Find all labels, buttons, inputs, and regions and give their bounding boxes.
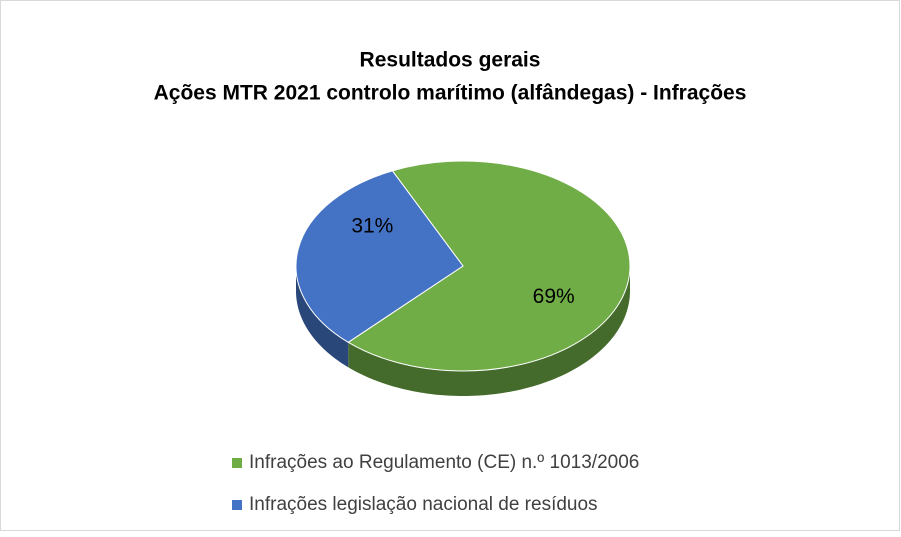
legend-swatch: [232, 458, 242, 468]
chart-title: Resultados gerais: [360, 49, 541, 72]
slice-side: [296, 266, 349, 368]
chart-subtitle: Ações MTR 2021 controlo marítimo (alfând…: [154, 82, 747, 105]
data-label: 31%: [351, 214, 393, 237]
legend-label: Infrações ao Regulamento (CE) n.º 1013/2…: [249, 452, 639, 473]
data-label: 69%: [533, 285, 575, 308]
slice-side: [348, 266, 630, 396]
slice: [347, 160, 631, 372]
legend-label: Infrações legislação nacional de resíduo…: [249, 494, 598, 515]
legend-swatch: [232, 500, 242, 510]
slice: [295, 170, 464, 343]
